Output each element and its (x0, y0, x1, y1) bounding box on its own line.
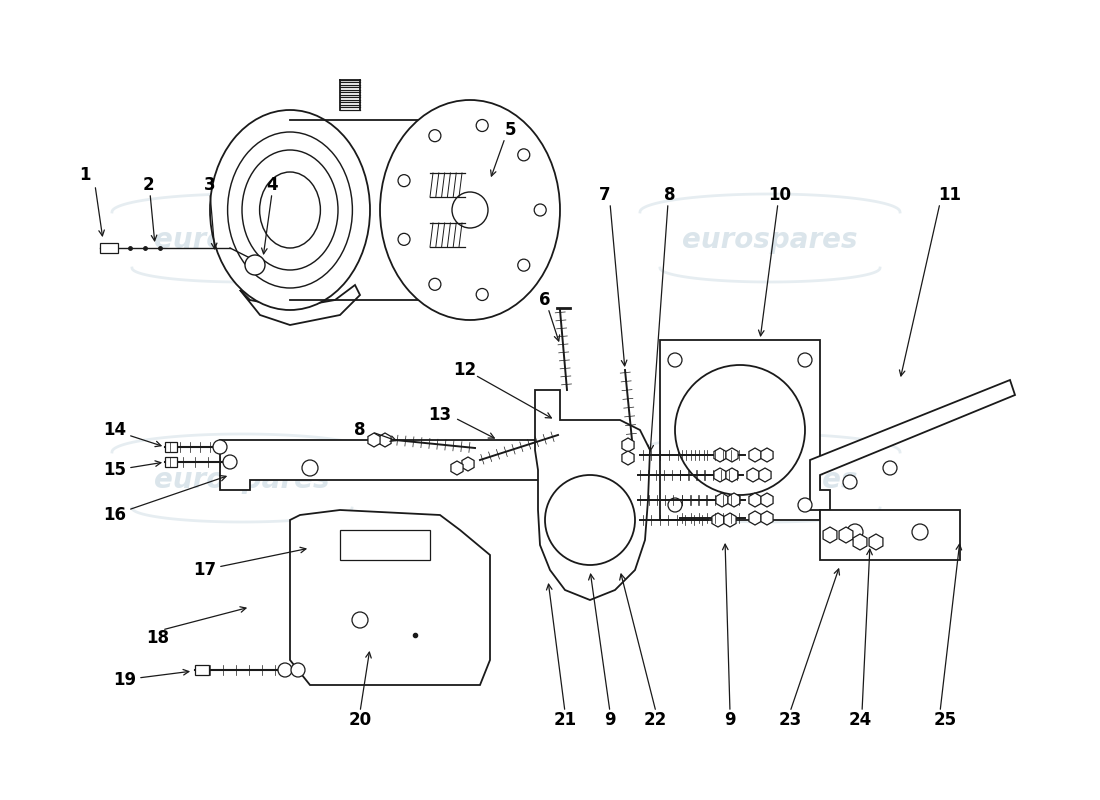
Polygon shape (726, 468, 738, 482)
Circle shape (912, 524, 928, 540)
Text: 23: 23 (779, 711, 802, 729)
Polygon shape (716, 493, 728, 507)
Circle shape (847, 524, 864, 540)
Polygon shape (759, 468, 771, 482)
Polygon shape (839, 527, 853, 543)
Text: 1: 1 (79, 166, 90, 184)
Polygon shape (749, 493, 761, 507)
Text: eurospares: eurospares (154, 466, 330, 494)
Text: 24: 24 (848, 711, 871, 729)
Text: eurospares: eurospares (154, 226, 330, 254)
Polygon shape (728, 493, 740, 507)
Circle shape (398, 174, 410, 186)
Circle shape (518, 259, 530, 271)
Polygon shape (749, 448, 761, 462)
Polygon shape (761, 493, 773, 507)
Polygon shape (367, 433, 381, 447)
Circle shape (544, 475, 635, 565)
Polygon shape (290, 120, 480, 300)
Circle shape (302, 460, 318, 476)
Circle shape (518, 149, 530, 161)
Text: 21: 21 (553, 711, 576, 729)
Circle shape (476, 289, 488, 301)
Text: 5: 5 (504, 121, 516, 139)
Polygon shape (621, 438, 634, 452)
Text: 2: 2 (142, 176, 154, 194)
Circle shape (675, 365, 805, 495)
Polygon shape (749, 511, 761, 525)
Polygon shape (165, 457, 177, 467)
Text: 19: 19 (113, 671, 136, 689)
Ellipse shape (210, 110, 370, 310)
Circle shape (798, 498, 812, 512)
Text: 15: 15 (103, 461, 127, 479)
Circle shape (476, 119, 488, 131)
Text: 11: 11 (938, 186, 961, 204)
Polygon shape (535, 390, 650, 600)
Circle shape (429, 278, 441, 290)
Polygon shape (195, 665, 209, 675)
Polygon shape (165, 442, 177, 452)
Text: 18: 18 (146, 629, 169, 647)
Text: 6: 6 (539, 291, 551, 309)
Text: 7: 7 (600, 186, 610, 204)
Text: 25: 25 (934, 711, 957, 729)
Text: 9: 9 (604, 711, 616, 729)
Circle shape (352, 612, 368, 628)
Polygon shape (660, 340, 820, 520)
Text: 9: 9 (724, 711, 736, 729)
Text: 22: 22 (644, 711, 667, 729)
Ellipse shape (379, 100, 560, 320)
Circle shape (883, 461, 896, 475)
Polygon shape (854, 534, 867, 550)
Polygon shape (240, 285, 360, 325)
Text: 17: 17 (194, 561, 217, 579)
Circle shape (398, 234, 410, 246)
Text: 12: 12 (453, 361, 476, 379)
Polygon shape (823, 527, 837, 543)
Circle shape (245, 255, 265, 275)
Polygon shape (761, 511, 773, 525)
Polygon shape (621, 451, 634, 465)
Circle shape (668, 353, 682, 367)
Polygon shape (714, 468, 726, 482)
Text: 13: 13 (428, 406, 452, 424)
Polygon shape (869, 534, 883, 550)
Text: 14: 14 (103, 421, 127, 439)
Circle shape (535, 204, 547, 216)
Circle shape (798, 353, 812, 367)
Circle shape (292, 663, 305, 677)
Polygon shape (747, 468, 759, 482)
Circle shape (223, 455, 236, 469)
Polygon shape (378, 433, 392, 447)
Polygon shape (810, 380, 1015, 510)
Polygon shape (726, 448, 738, 462)
Text: 16: 16 (103, 506, 127, 524)
Polygon shape (724, 513, 736, 527)
Circle shape (843, 475, 857, 489)
Circle shape (278, 663, 292, 677)
Polygon shape (714, 448, 726, 462)
Text: 10: 10 (769, 186, 792, 204)
Text: 3: 3 (205, 176, 216, 194)
Polygon shape (340, 530, 430, 560)
Circle shape (668, 498, 682, 512)
Polygon shape (820, 510, 960, 560)
Circle shape (429, 130, 441, 142)
Text: eurospares: eurospares (682, 466, 858, 494)
Text: 20: 20 (349, 711, 372, 729)
Text: 4: 4 (266, 176, 278, 194)
Polygon shape (462, 457, 474, 471)
Circle shape (213, 440, 227, 454)
Polygon shape (451, 461, 463, 475)
Text: eurospares: eurospares (682, 226, 858, 254)
Polygon shape (220, 440, 590, 490)
Polygon shape (100, 243, 118, 253)
Circle shape (452, 192, 488, 228)
Text: 8: 8 (354, 421, 365, 439)
Polygon shape (761, 448, 773, 462)
Text: 8: 8 (664, 186, 675, 204)
Polygon shape (712, 513, 724, 527)
Polygon shape (290, 510, 490, 685)
